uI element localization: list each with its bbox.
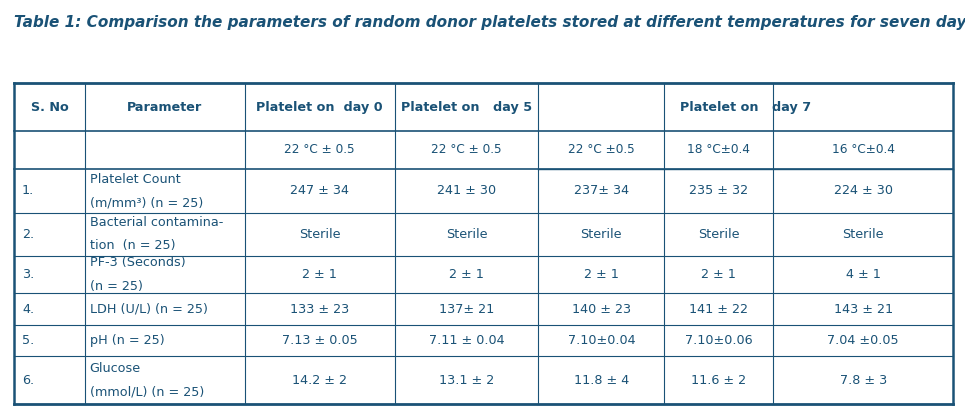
Text: 4.: 4. <box>22 303 34 316</box>
Text: PF-3 (Seconds): PF-3 (Seconds) <box>90 256 185 269</box>
Text: 241 ± 30: 241 ± 30 <box>437 184 496 198</box>
Text: 224 ± 30: 224 ± 30 <box>834 184 893 198</box>
Text: 137± 21: 137± 21 <box>439 303 494 316</box>
Text: 140 ± 23: 140 ± 23 <box>571 303 631 316</box>
Text: Table 1: Comparison the parameters of random donor platelets stored at different: Table 1: Comparison the parameters of ra… <box>14 15 965 30</box>
Text: Platelet on   day 7: Platelet on day 7 <box>680 100 812 114</box>
Text: 7.04 ±0.05: 7.04 ±0.05 <box>827 334 899 347</box>
Text: Sterile: Sterile <box>842 228 884 241</box>
Text: Platelet Count: Platelet Count <box>90 173 180 186</box>
Text: 13.1 ± 2: 13.1 ± 2 <box>439 374 494 387</box>
Text: 11.8 ± 4: 11.8 ± 4 <box>573 374 629 387</box>
Text: 22 °C ±0.5: 22 °C ±0.5 <box>568 143 635 156</box>
Text: 235 ± 32: 235 ± 32 <box>689 184 748 198</box>
Text: 141 ± 22: 141 ± 22 <box>689 303 748 316</box>
Text: Sterile: Sterile <box>698 228 739 241</box>
Text: 7.10±0.06: 7.10±0.06 <box>685 334 753 347</box>
Text: 5.: 5. <box>22 334 34 347</box>
Text: 22 °C ± 0.5: 22 °C ± 0.5 <box>285 143 355 156</box>
Text: 4 ± 1: 4 ± 1 <box>846 268 881 281</box>
Text: (mmol/L) (n = 25): (mmol/L) (n = 25) <box>90 386 204 399</box>
Text: 7.10±0.04: 7.10±0.04 <box>567 334 635 347</box>
Text: 2 ± 1: 2 ± 1 <box>302 268 337 281</box>
Text: 6.: 6. <box>22 374 34 387</box>
Text: 237± 34: 237± 34 <box>574 184 629 198</box>
Text: 7.11 ± 0.04: 7.11 ± 0.04 <box>428 334 505 347</box>
Text: 11.6 ± 2: 11.6 ± 2 <box>691 374 746 387</box>
Text: 14.2 ± 2: 14.2 ± 2 <box>292 374 347 387</box>
Text: 2 ± 1: 2 ± 1 <box>584 268 619 281</box>
Text: 2 ± 1: 2 ± 1 <box>702 268 736 281</box>
Text: Bacterial contamina-: Bacterial contamina- <box>90 216 223 229</box>
Text: pH (n = 25): pH (n = 25) <box>90 334 164 347</box>
Text: 7.8 ± 3: 7.8 ± 3 <box>840 374 887 387</box>
Text: LDH (U/L) (n = 25): LDH (U/L) (n = 25) <box>90 303 207 316</box>
Text: 16 °C±0.4: 16 °C±0.4 <box>832 143 895 156</box>
Text: S. No: S. No <box>31 100 69 114</box>
Text: 18 °C±0.4: 18 °C±0.4 <box>687 143 750 156</box>
Text: 1.: 1. <box>22 184 34 198</box>
Text: Platelet on   day 5: Platelet on day 5 <box>401 100 532 114</box>
Text: 2 ± 1: 2 ± 1 <box>449 268 484 281</box>
Text: (n = 25): (n = 25) <box>90 280 143 293</box>
Text: Sterile: Sterile <box>446 228 487 241</box>
Text: Glucose: Glucose <box>90 362 141 375</box>
Text: 2.: 2. <box>22 228 34 241</box>
Text: 133 ± 23: 133 ± 23 <box>290 303 349 316</box>
Text: 3.: 3. <box>22 268 34 281</box>
Text: Sterile: Sterile <box>581 228 622 241</box>
Text: 143 ± 21: 143 ± 21 <box>834 303 893 316</box>
Text: 22 °C ± 0.5: 22 °C ± 0.5 <box>431 143 502 156</box>
Text: Parameter: Parameter <box>127 100 203 114</box>
Text: Platelet on  day 0: Platelet on day 0 <box>257 100 383 114</box>
Text: (m/mm³) (n = 25): (m/mm³) (n = 25) <box>90 196 203 209</box>
Text: 7.13 ± 0.05: 7.13 ± 0.05 <box>282 334 357 347</box>
Text: 247 ± 34: 247 ± 34 <box>290 184 349 198</box>
Text: tion  (n = 25): tion (n = 25) <box>90 239 175 252</box>
Text: Sterile: Sterile <box>299 228 341 241</box>
